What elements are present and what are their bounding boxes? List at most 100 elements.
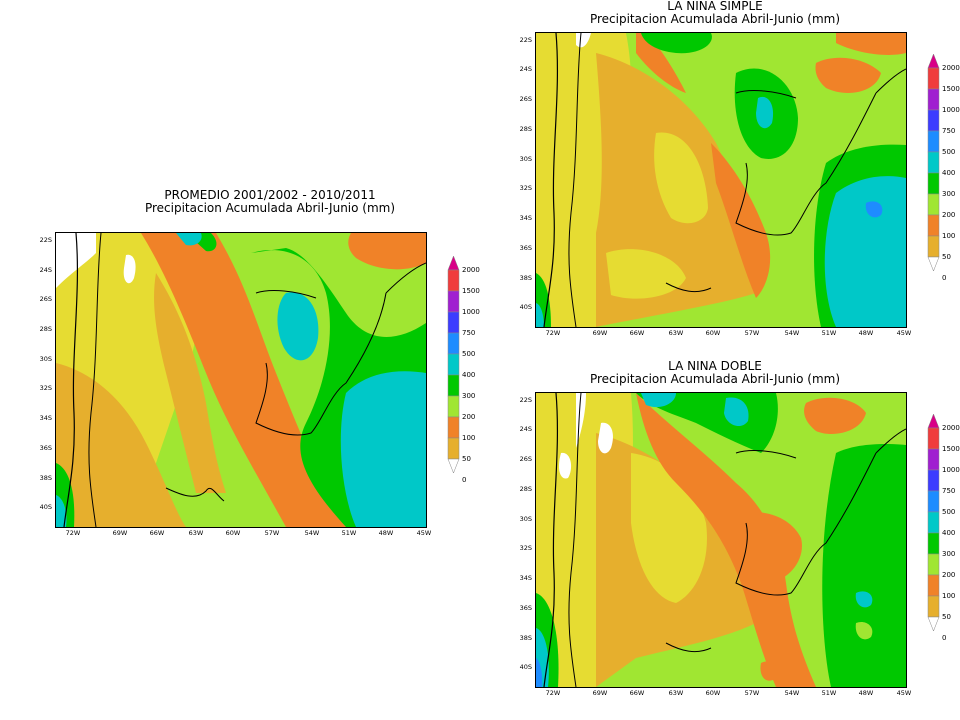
lat-tick: 26S bbox=[519, 95, 532, 103]
colorbar-label: 200 bbox=[462, 413, 476, 421]
colorbar-label: 2000 bbox=[462, 266, 480, 274]
precipitation-map bbox=[535, 392, 907, 688]
colorbar-segment bbox=[447, 269, 460, 292]
lon-tick: 57W bbox=[264, 529, 280, 537]
lon-tick: 72W bbox=[545, 329, 561, 337]
colorbar-segment bbox=[927, 109, 940, 132]
colorbar-label: 500 bbox=[942, 148, 956, 156]
lat-tick: 30S bbox=[39, 355, 52, 363]
panel-title-line2: Precipitacion Acumulada Abril-Junio (mm) bbox=[589, 372, 841, 386]
colorbar-label: 300 bbox=[462, 392, 476, 400]
colorbar-segment bbox=[927, 151, 940, 174]
colorbar-label: 0 bbox=[942, 634, 947, 642]
lat-tick: 22S bbox=[39, 236, 52, 244]
lon-tick: 48W bbox=[378, 529, 394, 537]
lat-tick: 26S bbox=[519, 455, 532, 463]
lon-tick: 72W bbox=[65, 529, 81, 537]
colorbar-segment bbox=[927, 67, 940, 90]
colorbar-label: 50 bbox=[462, 455, 471, 463]
colorbar-label: 400 bbox=[942, 529, 956, 537]
colorbar: 2000 1500 1000 750 500 400 300 200 100 50 0 bbox=[927, 53, 960, 308]
colorbar-segment bbox=[927, 130, 940, 153]
lat-tick: 24S bbox=[39, 266, 52, 274]
colorbar-label: 750 bbox=[942, 127, 956, 135]
colorbar-bottom-arrow bbox=[447, 458, 460, 474]
lon-tick: 54W bbox=[304, 529, 320, 537]
lon-tick: 57W bbox=[744, 329, 760, 337]
lat-tick: 38S bbox=[519, 274, 532, 282]
colorbar-label: 300 bbox=[942, 190, 956, 198]
colorbar-label: 400 bbox=[462, 371, 476, 379]
colorbar-label: 2000 bbox=[942, 424, 960, 432]
colorbar: 2000 1500 1000 750 500 400 300 200 100 50 0 bbox=[447, 255, 489, 510]
lon-tick: 60W bbox=[705, 329, 721, 337]
lat-tick: 38S bbox=[519, 634, 532, 642]
lat-tick: 32S bbox=[519, 184, 532, 192]
panel-title-line2: Precipitacion Acumulada Abril-Junio (mm) bbox=[144, 201, 396, 215]
colorbar-label: 200 bbox=[942, 211, 956, 219]
colorbar-graphic bbox=[447, 255, 460, 474]
colorbar-segment bbox=[447, 332, 460, 355]
panel-title: LA NINA SIMPLE Precipitacion Acumulada A… bbox=[530, 0, 900, 26]
lat-tick: 30S bbox=[519, 515, 532, 523]
lat-tick: 36S bbox=[519, 604, 532, 612]
lat-tick: 34S bbox=[519, 214, 532, 222]
colorbar-label: 1500 bbox=[462, 287, 480, 295]
colorbar: 2000 1500 1000 750 500 400 300 200 100 50 0 bbox=[927, 413, 960, 668]
colorbar-segment bbox=[927, 490, 940, 513]
colorbar-label: 750 bbox=[942, 487, 956, 495]
lon-tick: 48W bbox=[858, 689, 874, 697]
colorbar-label: 1500 bbox=[942, 85, 960, 93]
colorbar-segment bbox=[447, 290, 460, 313]
lon-tick: 45W bbox=[896, 689, 912, 697]
colorbar-label: 100 bbox=[462, 434, 476, 442]
colorbar-label: 200 bbox=[942, 571, 956, 579]
lat-tick: 40S bbox=[39, 503, 52, 511]
lon-tick: 45W bbox=[896, 329, 912, 337]
colorbar-segment bbox=[927, 193, 940, 216]
lon-tick: 72W bbox=[545, 689, 561, 697]
lon-tick: 51W bbox=[821, 329, 837, 337]
colorbar-label: 2000 bbox=[942, 64, 960, 72]
colorbar-segment bbox=[927, 469, 940, 492]
lat-tick: 40S bbox=[519, 663, 532, 671]
lon-tick: 66W bbox=[629, 329, 645, 337]
lat-tick: 24S bbox=[519, 65, 532, 73]
colorbar-label: 100 bbox=[942, 592, 956, 600]
lat-tick: 34S bbox=[39, 414, 52, 422]
panel-title-line1: PROMEDIO 2001/2002 - 2010/2011 bbox=[164, 188, 376, 202]
lon-tick: 69W bbox=[112, 529, 128, 537]
panel-title-line1: LA NINA SIMPLE bbox=[667, 0, 763, 13]
lat-tick: 40S bbox=[519, 303, 532, 311]
lon-tick: 69W bbox=[592, 329, 608, 337]
colorbar-segment bbox=[927, 88, 940, 111]
lat-tick: 28S bbox=[39, 325, 52, 333]
colorbar-segment bbox=[927, 532, 940, 555]
precipitation-map bbox=[55, 232, 427, 528]
colorbar-bottom-arrow bbox=[927, 616, 940, 632]
colorbar-label: 50 bbox=[942, 613, 951, 621]
lat-tick: 34S bbox=[519, 574, 532, 582]
colorbar-segment bbox=[927, 235, 940, 258]
lon-tick: 69W bbox=[592, 689, 608, 697]
lon-tick: 63W bbox=[188, 529, 204, 537]
colorbar-label: 1000 bbox=[942, 466, 960, 474]
colorbar-segment bbox=[447, 353, 460, 376]
lat-tick: 32S bbox=[519, 544, 532, 552]
panel-title: PROMEDIO 2001/2002 - 2010/2011 Precipita… bbox=[90, 189, 450, 215]
lon-tick: 54W bbox=[784, 689, 800, 697]
colorbar-label: 50 bbox=[942, 253, 951, 261]
colorbar-segment bbox=[927, 214, 940, 237]
colorbar-label: 0 bbox=[462, 476, 467, 484]
lat-tick: 28S bbox=[519, 125, 532, 133]
colorbar-label: 1500 bbox=[942, 445, 960, 453]
lon-tick: 48W bbox=[858, 329, 874, 337]
colorbar-top-arrow bbox=[447, 255, 460, 271]
lon-tick: 63W bbox=[668, 329, 684, 337]
lat-tick: 22S bbox=[519, 396, 532, 404]
colorbar-segment bbox=[927, 574, 940, 597]
colorbar-segment bbox=[927, 427, 940, 450]
colorbar-graphic bbox=[927, 53, 940, 272]
colorbar-label: 0 bbox=[942, 274, 947, 282]
lat-tick: 30S bbox=[519, 155, 532, 163]
